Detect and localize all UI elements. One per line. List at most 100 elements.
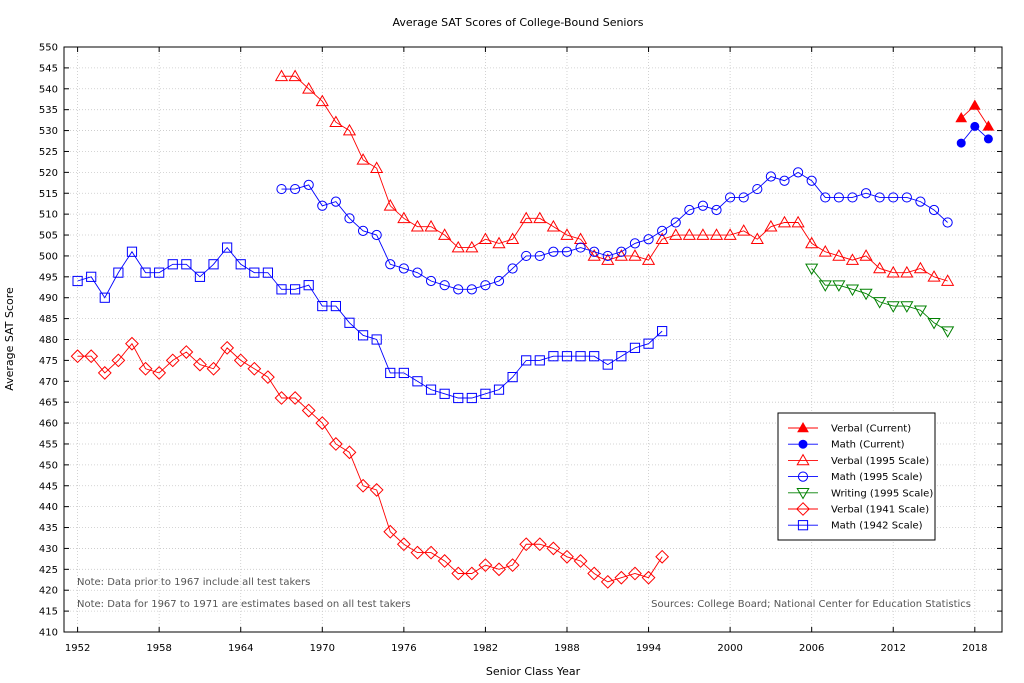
y-tick-label: 525: [39, 147, 58, 158]
data-point-diamond: [464, 566, 479, 581]
data-point-triangle-up: [764, 219, 778, 232]
data-point-square: [657, 326, 668, 337]
y-tick-label: 510: [39, 210, 58, 221]
data-point-square: [113, 267, 124, 278]
source-note: Sources: College Board; National Center …: [651, 599, 971, 610]
data-point-diamond: [369, 483, 384, 497]
data-point-triangle-up: [573, 232, 588, 245]
data-point-circle: [820, 192, 831, 203]
legend-item: Verbal (Current): [788, 421, 911, 435]
data-point-square: [466, 392, 477, 404]
data-point-circle: [970, 121, 980, 131]
data-point-circle: [276, 183, 287, 195]
data-point-diamond: [233, 353, 248, 368]
data-point-square: [398, 367, 409, 379]
data-point-diamond: [125, 336, 139, 351]
series-6: [72, 242, 668, 404]
data-point-triangle-up: [628, 249, 642, 261]
data-point-circle: [616, 246, 627, 257]
grid: [64, 47, 1002, 632]
data-point-triangle-up: [546, 219, 561, 232]
data-point-diamond: [274, 391, 289, 405]
data-point-diamond: [179, 345, 194, 359]
data-point-circle: [833, 192, 844, 203]
data-point-triangle-up: [955, 112, 968, 123]
x-tick-label: 2018: [962, 643, 987, 654]
data-point-triangle-down: [805, 263, 819, 276]
data-point-square: [194, 271, 206, 282]
x-tick-label: 1958: [146, 643, 171, 654]
y-tick-label: 420: [39, 586, 58, 597]
data-point-circle: [915, 196, 926, 207]
data-point-circle: [643, 234, 654, 245]
data-point-diamond: [492, 562, 506, 577]
y-tick-label: 455: [39, 439, 58, 450]
data-point-circle: [725, 192, 736, 203]
data-point-circle: [521, 250, 532, 262]
data-point-triangle-down: [796, 487, 810, 500]
data-point-diamond: [70, 349, 85, 364]
data-point-triangle-up: [845, 253, 860, 265]
data-point-triangle-up: [859, 249, 873, 261]
data-point-square: [317, 300, 328, 312]
data-point-square: [344, 317, 355, 328]
data-point-triangle-up: [397, 211, 411, 224]
data-point-square: [167, 259, 178, 270]
data-point-diamond: [383, 524, 398, 539]
legend-item: Math (1942 Scale): [788, 520, 923, 532]
data-point-square: [453, 392, 464, 404]
data-point-circle: [466, 284, 477, 295]
data-point-triangle-up: [796, 453, 810, 466]
x-tick-label: 2006: [799, 643, 824, 654]
data-point-diamond: [138, 361, 153, 376]
data-point-triangle-up: [968, 99, 981, 110]
data-point-circle: [589, 246, 600, 257]
data-point-circle: [847, 192, 858, 203]
data-point-circle: [534, 250, 545, 262]
data-point-circle: [797, 471, 809, 482]
data-point-triangle-up: [560, 228, 574, 240]
data-point-triangle-up: [737, 224, 751, 236]
legend-label: Math (1942 Scale): [831, 521, 923, 532]
data-point-diamond: [111, 353, 126, 368]
data-point-triangle-up: [356, 153, 370, 165]
data-point-circle: [956, 138, 966, 148]
data-point-square: [797, 520, 809, 531]
data-point-diamond: [628, 566, 642, 581]
data-point-square: [371, 334, 382, 345]
data-point-triangle-up: [383, 199, 397, 211]
y-tick-label: 425: [39, 565, 58, 576]
data-point-diamond: [505, 558, 520, 573]
x-tick-label: 1994: [636, 643, 661, 654]
data-point-square: [602, 359, 613, 370]
data-point-triangle-up: [478, 232, 493, 245]
y-tick-label: 500: [39, 251, 58, 262]
data-point-circle: [629, 238, 641, 249]
data-point-triangle-up: [451, 240, 465, 253]
y-tick-label: 485: [39, 314, 58, 325]
data-point-square: [72, 275, 83, 287]
data-point-square: [412, 376, 423, 387]
data-point-square: [439, 388, 450, 399]
x-tick-label: 1982: [473, 643, 498, 654]
y-tick-label: 470: [39, 377, 58, 388]
data-point-square: [480, 388, 491, 399]
data-point-triangle-down: [927, 317, 941, 330]
y-tick-label: 545: [39, 63, 58, 74]
data-point-triangle-up: [941, 274, 955, 286]
data-point-diamond: [587, 566, 602, 581]
data-point-circle: [303, 179, 314, 190]
legend-label: Math (Current): [831, 440, 905, 451]
y-tick-label: 475: [39, 356, 58, 367]
data-point-triangle-down: [886, 301, 900, 313]
note-1: Note: Data prior to 1967 include all tes…: [77, 577, 310, 588]
data-point-triangle-up: [696, 228, 710, 240]
y-tick-label: 535: [39, 105, 58, 116]
x-tick-label: 1976: [391, 643, 416, 654]
data-point-triangle-up: [315, 94, 329, 107]
legend-item: Verbal (1941 Scale): [788, 502, 929, 516]
data-point-circle: [901, 192, 912, 203]
data-point-square: [493, 384, 505, 395]
x-tick-label: 1988: [554, 643, 579, 654]
data-point-square: [303, 280, 314, 291]
